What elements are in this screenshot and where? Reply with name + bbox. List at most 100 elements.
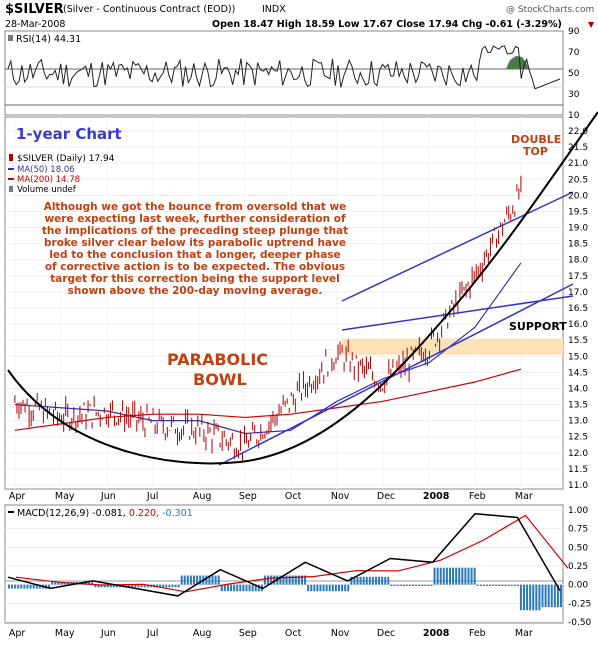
- price-tick-label: 18.5: [568, 240, 588, 250]
- parabolic-label: PARABOLIC: [167, 350, 268, 369]
- commentary-line-4: broke silver clear below its parabolic u…: [44, 237, 346, 249]
- price-tick-label: 22.0: [568, 127, 588, 137]
- macd-hist-bar: [125, 584, 128, 588]
- macd-hist-bar: [396, 584, 399, 586]
- macd-hist-bar: [267, 575, 270, 585]
- macd-x-label: May: [55, 628, 75, 639]
- price-legend: $SILVER (Daily) 17.94 MA(50) 18.06 MA(20…: [8, 154, 115, 195]
- macd-hist-bar: [263, 575, 266, 585]
- macd-hist-bar: [458, 567, 461, 585]
- macd-hist-bar: [134, 584, 137, 588]
- macd-hist-bar: [156, 584, 159, 588]
- macd-hist-bar: [171, 584, 174, 588]
- rsi-tick-label: 50: [568, 69, 580, 79]
- macd-hist-bar: [17, 584, 20, 589]
- macd-hist-bar: [109, 584, 112, 588]
- bowl-label: BOWL: [193, 370, 247, 389]
- macd-tick-label: 1.00: [568, 506, 588, 516]
- macd-label-main: MACD(12,26,9) -0.081,: [17, 508, 126, 519]
- macd-hist-bar: [140, 584, 143, 588]
- macd-hist-bar: [344, 584, 347, 592]
- macd-hist-bar: [307, 584, 310, 592]
- legend-ma50: MA(50) 18.06: [17, 165, 75, 175]
- rsi-icon: [8, 35, 13, 41]
- macd-tick-label: 0.50: [568, 543, 588, 553]
- macd-hist-bar: [359, 576, 362, 585]
- macd-hist-bar: [445, 567, 448, 585]
- support-line: [341, 295, 574, 331]
- macd-hist-bar: [91, 582, 94, 585]
- macd-hist-bar: [106, 584, 109, 588]
- price-tick-label: 17.5: [568, 272, 588, 282]
- macd-x-axis: Apr May Jun Jul Aug Sep Oct Nov Dec 2008 Feb Mar: [9, 628, 533, 639]
- price-tick-label: 17.0: [568, 288, 588, 298]
- macd-hist-bar: [368, 576, 371, 585]
- price-tick-label: 11.0: [568, 481, 588, 491]
- macd-hist-bar: [424, 584, 427, 586]
- macd-hist-bar: [146, 584, 149, 588]
- macd-hist-bar: [48, 584, 51, 589]
- macd-hist-bar: [374, 576, 377, 585]
- macd-hist-bar: [63, 582, 66, 585]
- macd-tick-label: 0.25: [568, 562, 588, 572]
- macd-hist-bar: [513, 584, 516, 586]
- macd-hist-bar: [35, 584, 38, 589]
- macd-hist-bar: [248, 584, 251, 592]
- macd-hist-bar: [378, 576, 381, 585]
- macd-hist-bar: [498, 584, 501, 586]
- macd-frame: [4, 504, 564, 624]
- macd-hist-bar: [14, 584, 17, 589]
- price-tick-label: 19.5: [568, 207, 588, 217]
- macd-hist-bar: [54, 582, 57, 585]
- macd-x-label: Oct: [285, 628, 302, 639]
- macd-hist-bar: [381, 576, 384, 585]
- commentary-line-1: Although we got the bounce from oversold…: [44, 201, 347, 213]
- macd-hist-bar: [529, 584, 532, 611]
- header-exchange: INDX: [262, 4, 286, 15]
- macd-hist-bar: [387, 576, 390, 585]
- macd-x-label: Jun: [100, 628, 116, 639]
- macd-hist-bar: [38, 584, 41, 589]
- macd-hist-bar: [399, 584, 402, 586]
- macd-hist-bar: [436, 567, 439, 585]
- header-date: 28-Mar-2008: [5, 19, 65, 30]
- macd-grid: [5, 509, 563, 623]
- macd-hist-bar: [300, 575, 303, 585]
- macd-x-label: 2008: [423, 628, 450, 639]
- rsi-overbought-fill: [506, 56, 529, 69]
- macd-hist-bar: [341, 584, 344, 592]
- macd-hist-bar: [177, 584, 180, 588]
- macd-hist-bar: [421, 584, 424, 586]
- macd-hist-bar: [390, 584, 393, 586]
- macd-panel: MACD(12,26,9) -0.081, 0.220, -0.301 1.00…: [4, 504, 592, 639]
- macd-hist-bar: [473, 567, 476, 585]
- price-tick-label: 13.5: [568, 401, 588, 411]
- macd-hist-bar: [516, 584, 519, 586]
- macd-hist-bar: [137, 584, 140, 588]
- macd-hist-bar: [522, 584, 525, 611]
- macd-signal-line: [15, 514, 569, 593]
- macd-hist-bar: [418, 584, 421, 586]
- macd-hist-bar: [347, 584, 350, 592]
- macd-hist-bar: [427, 584, 430, 586]
- price-x-label: Feb: [469, 491, 486, 502]
- macd-hist-bar: [353, 576, 356, 585]
- macd-hist-bar: [479, 584, 482, 586]
- price-tick-label: 19.0: [568, 224, 588, 234]
- macd-hist-bar: [495, 584, 498, 586]
- ma50-line: [14, 262, 522, 435]
- macd-hist-bar: [174, 584, 177, 588]
- macd-hist-bar: [350, 576, 353, 585]
- macd-hist-bar: [217, 575, 220, 585]
- macd-hist-bar: [476, 584, 479, 586]
- legend-price: $SILVER (Daily) 17.94: [17, 154, 115, 164]
- macd-hist-bar: [285, 575, 288, 585]
- macd-hist-bar: [501, 584, 504, 586]
- macd-hist-bar: [384, 576, 387, 585]
- price-x-label: Jun: [100, 491, 116, 502]
- macd-hist-bar: [560, 584, 562, 608]
- macd-hist-bar: [220, 584, 223, 592]
- macd-x-label: Sep: [239, 628, 257, 639]
- macd-hist-bar: [23, 584, 26, 589]
